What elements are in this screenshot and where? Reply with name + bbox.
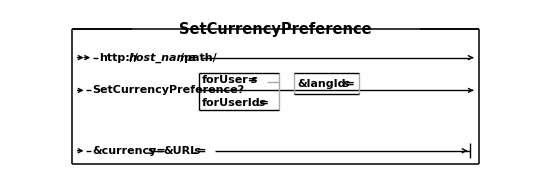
Text: SetCurrencyPreference: SetCurrencyPreference [179,22,372,37]
Text: &langId=: &langId= [298,78,355,88]
Text: s: s [251,75,257,85]
Text: /path/: /path/ [180,53,217,63]
Text: SetCurrencyPreference?: SetCurrencyPreference? [93,85,244,95]
Text: s: s [148,146,154,156]
Text: &URL=: &URL= [164,146,207,156]
Text: host_name: host_name [129,53,196,63]
Text: s: s [342,78,349,88]
Text: s: s [259,98,266,108]
Text: http://: http:// [99,53,138,63]
Text: s: s [194,146,200,156]
Text: &currency=: &currency= [93,146,166,156]
Text: forUser=: forUser= [202,75,258,85]
Text: forUserId=: forUserId= [202,98,270,108]
